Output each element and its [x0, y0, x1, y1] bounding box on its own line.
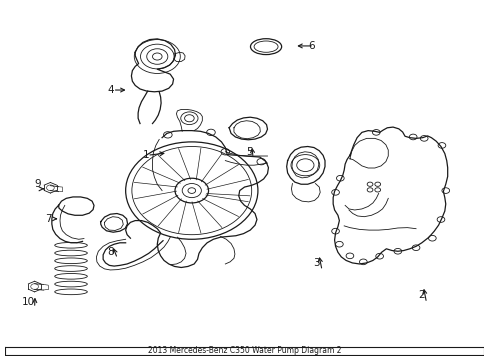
Text: 8: 8 [107, 247, 113, 257]
Text: 5: 5 [245, 147, 252, 157]
Text: 2: 2 [418, 290, 424, 300]
Text: 10: 10 [22, 297, 35, 307]
Text: 1: 1 [142, 150, 149, 160]
Text: 2013 Mercedes-Benz C350 Water Pump Diagram 2: 2013 Mercedes-Benz C350 Water Pump Diagr… [147, 346, 341, 355]
Text: 4: 4 [107, 85, 113, 95]
Text: 6: 6 [307, 41, 314, 51]
Text: 3: 3 [312, 258, 319, 268]
Text: 7: 7 [44, 214, 51, 224]
Text: 9: 9 [34, 179, 41, 189]
